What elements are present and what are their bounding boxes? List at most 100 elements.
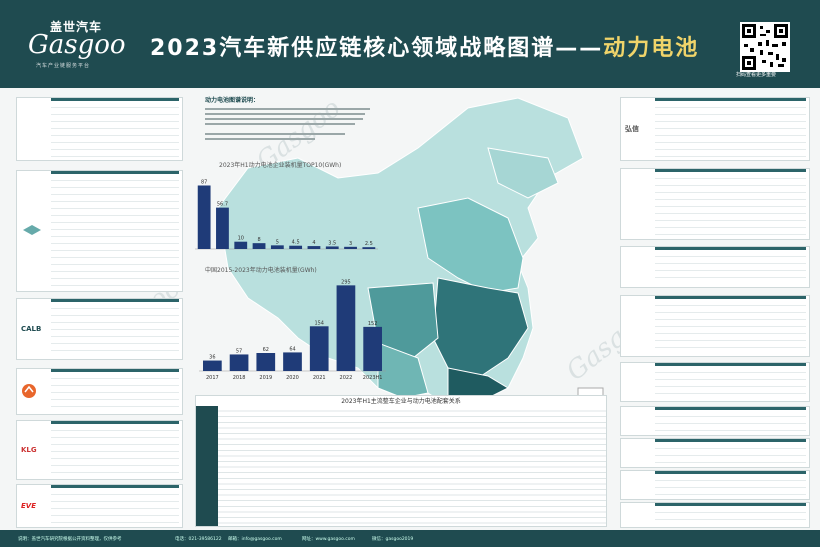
footer-note: 说明：盖世汽车研究院根据公开资料整理，仅供参考 (18, 537, 122, 542)
data-label: 10 (238, 236, 244, 242)
data-label: 152 (368, 321, 378, 327)
footer-wechat: 微信：gasgoo2019 (372, 537, 414, 542)
page-title: 2023汽车新供应链核心领域战略图谱——动力电池 (150, 30, 699, 62)
data-label: 2.5 (365, 241, 373, 247)
data-label: 57 (236, 348, 242, 354)
company-panel (16, 368, 183, 415)
bar (256, 353, 276, 371)
panel-rows (655, 299, 806, 353)
logo-en: Gasgoo (28, 30, 126, 60)
company-logo (21, 223, 43, 239)
footer-website[interactable]: 网址：www.gasgoo.com (302, 537, 355, 542)
bar (309, 326, 329, 371)
bar (362, 247, 376, 249)
company-panel (16, 170, 183, 292)
qr-code-icon[interactable] (740, 22, 790, 72)
title-main: 2023汽车新供应链核心领域战略图谱—— (150, 36, 604, 61)
panel-header (655, 169, 806, 174)
data-label: 5 (276, 239, 279, 245)
panel-header (655, 407, 806, 412)
panel-header (655, 439, 806, 444)
company-logo: KLG (21, 446, 37, 454)
bar (234, 241, 248, 249)
panel-header (655, 471, 806, 476)
company-panel: KLG (16, 420, 183, 480)
bar (325, 246, 339, 249)
qr-caption: 扫码查看更多重要 (736, 72, 777, 78)
chart-top10: 2023年H1动力电池企业装机量TOP10(GWh) 87 56.7 10 8 5 4.5… (187, 160, 382, 255)
panel-rows (51, 174, 179, 288)
panel-header (655, 503, 806, 508)
company-panel: CALB (16, 298, 183, 360)
panel-rows (655, 506, 806, 524)
bar (307, 246, 321, 249)
panel-header (51, 369, 179, 374)
footer-email[interactable]: 邮箱：info@gasgoo.com (228, 537, 282, 542)
data-label: 154 (314, 320, 324, 326)
panel-rows (655, 410, 806, 432)
chart-annual: 中国2015-2023年动力电池装机量(GWh) 36 2017 57 2018 62 2… (195, 265, 390, 381)
gasgoo-logo: 盖世汽车 Gasgoo 汽车产业链服务平台 (28, 18, 138, 69)
panel-rows (655, 366, 806, 398)
china-map (217, 97, 604, 418)
logo-cn: 盖世汽车 (50, 20, 103, 34)
tick-label: 2021 (313, 375, 326, 381)
data-label: 295 (341, 279, 351, 285)
company-panel (620, 438, 810, 468)
notes: 动力电池图谱说明： (205, 97, 375, 147)
company-logo: CALB (21, 325, 42, 333)
panel-rows (655, 474, 806, 496)
panel-rows (655, 172, 806, 236)
data-label: 3.5 (328, 240, 336, 246)
company-panel (620, 246, 810, 288)
bar (344, 246, 357, 249)
bar (203, 360, 222, 371)
panel-rows (655, 442, 806, 464)
table-title: 2023年H1主流整车企业与动力电池配套关系 (341, 398, 461, 405)
company-panel: EVE (16, 484, 183, 528)
company-panel (620, 470, 810, 500)
tick-label: 2023H1 (363, 375, 383, 381)
company-panel: 弘信 (620, 97, 810, 161)
data-label: 64 (289, 346, 295, 352)
panel-rows (655, 101, 806, 157)
logo-tagline: 汽车产业链服务平台 (36, 63, 91, 69)
panel-rows (51, 101, 179, 157)
bar (252, 243, 266, 249)
data-label: 56.7 (217, 202, 228, 208)
panel-header (51, 171, 179, 176)
panel-rows (51, 372, 179, 411)
panel-rows (655, 250, 806, 284)
bar (229, 354, 249, 371)
panel-header (51, 299, 179, 304)
table-row-headers (196, 406, 218, 526)
bar (283, 352, 302, 371)
bar (270, 245, 284, 249)
chart-svg: 36 2017 57 2018 62 2019 64 2020 154 2021 295 2022 15… (199, 279, 386, 381)
chart-svg: 87 56.7 10 8 5 4.5 4 3.5 3 2.5 (195, 179, 378, 250)
bar (363, 326, 382, 371)
panel-rows (51, 302, 179, 356)
data-label: 3 (349, 241, 352, 247)
company-panel (620, 362, 810, 402)
data-label: 87 (201, 179, 207, 185)
company-logo: 弘信 (625, 125, 639, 133)
panel-header (655, 247, 806, 252)
company-panel (620, 406, 810, 436)
panel-header (51, 421, 179, 426)
header: 盖世汽车 Gasgoo 汽车产业链服务平台 2023汽车新供应链核心领域战略图谱… (0, 0, 820, 88)
panel-header (655, 98, 806, 103)
company-panel (620, 502, 810, 528)
panel-rows (51, 488, 179, 524)
company-panel (620, 168, 810, 240)
panel-header (51, 485, 179, 490)
bar (197, 185, 211, 249)
tick-label: 2017 (206, 375, 219, 381)
tick-label: 2022 (340, 375, 353, 381)
tick-label: 2018 (233, 375, 246, 381)
panel-header (51, 98, 179, 103)
footer-phone: 电话：021-39586122 (175, 537, 222, 542)
tick-label: 2020 (286, 375, 299, 381)
company-logo: EVE (21, 502, 36, 510)
